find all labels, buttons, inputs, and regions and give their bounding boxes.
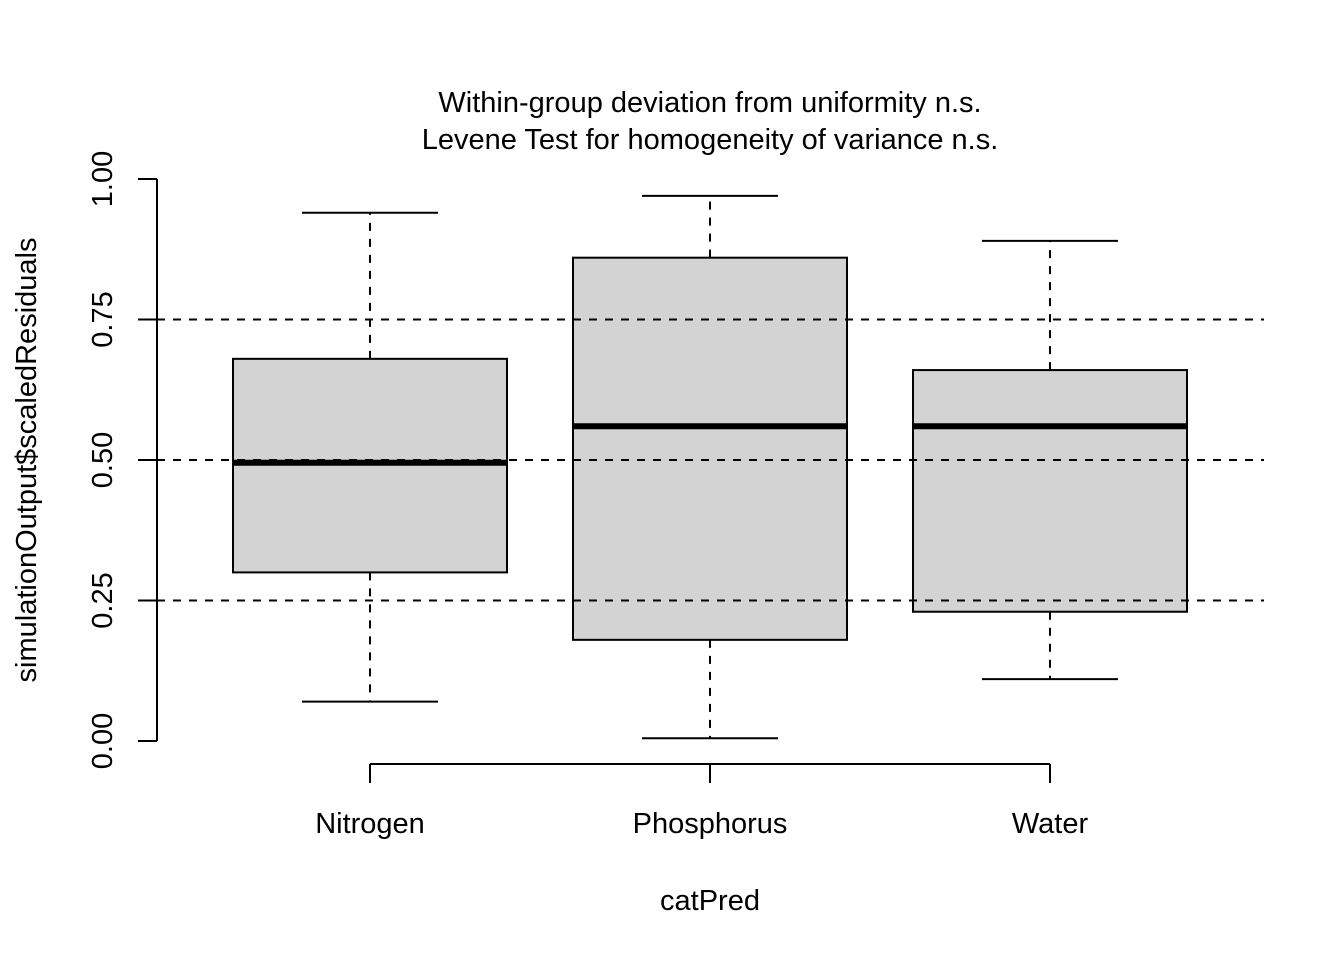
x-tick-label-nitrogen: Nitrogen xyxy=(315,808,425,840)
box-phosphorus xyxy=(572,256,848,641)
x-axis-label: catPred xyxy=(660,885,760,917)
x-tick-label-phosphorus: Phosphorus xyxy=(633,808,788,840)
plot-area: 0.00 0.25 0.50 0.75 1.00 Nitrogen Phosphorus Wa… xyxy=(87,151,1264,840)
y-tick-label-2: 0.50 xyxy=(87,432,119,488)
chart-title-line-1: Within-group deviation from uniformity n… xyxy=(438,87,981,119)
y-tick-label-0: 0.00 xyxy=(87,713,119,769)
chart-title-line-2: Levene Test for homogeneity of variance … xyxy=(422,124,999,156)
x-tick-label-water: Water xyxy=(1012,808,1089,840)
y-tick-label-3: 0.75 xyxy=(87,291,119,347)
box-water xyxy=(912,369,1188,613)
y-tick-label-4: 1.00 xyxy=(87,151,119,207)
y-tick-label-1: 0.25 xyxy=(87,572,119,628)
y-axis-label: simulationOutput$scaledResiduals xyxy=(11,238,43,683)
